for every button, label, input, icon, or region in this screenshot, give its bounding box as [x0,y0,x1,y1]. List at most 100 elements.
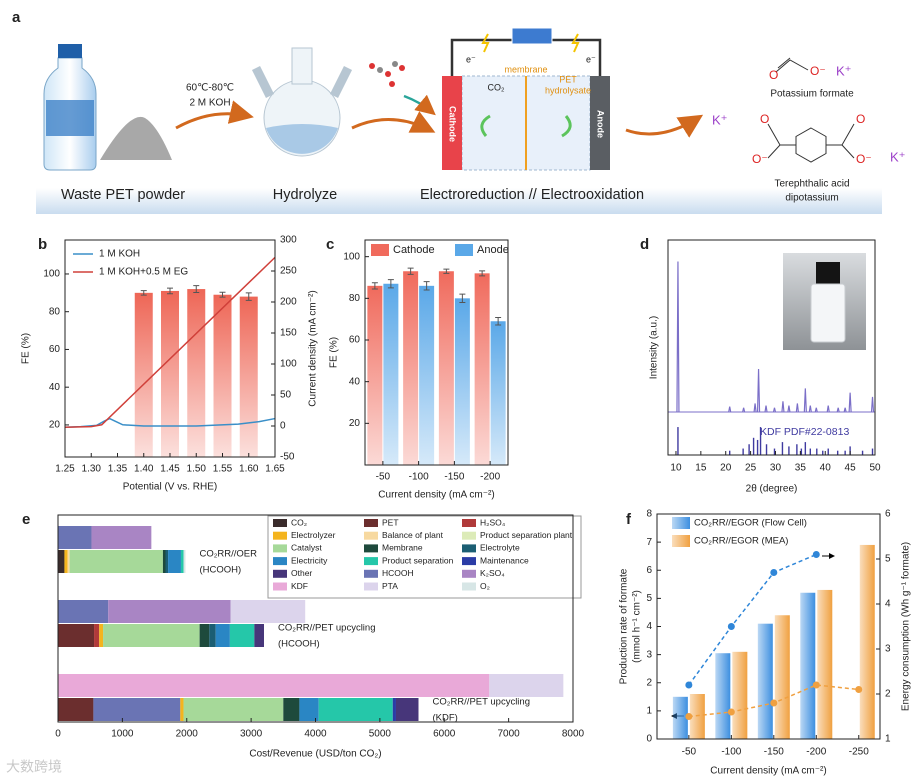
x-tick-label: -200 [480,472,500,483]
arrow [175,100,254,130]
group-label: CO₂RR//PET upcycling [433,697,531,708]
legend-swatch [364,569,378,578]
flask-neck [291,47,313,85]
error-bar [407,267,414,275]
bar-segment [67,550,70,573]
x-tick-label: -250 [849,747,869,758]
error-bar [423,281,430,291]
x-tick-label: 5000 [369,729,392,740]
bar-segment [229,624,255,647]
legend-label: HCOOH [382,568,414,578]
bar [757,623,773,739]
legend-label: CO₂RR//EGOR (MEA) [694,536,788,547]
solar-panel [511,27,553,45]
legend-label: Membrane [382,543,423,553]
x-tick-label: -50 [682,747,697,758]
bar-segment [183,550,186,573]
bar [367,285,383,465]
caption: Hydrolyze [273,187,337,203]
product-label: Potassium formate [770,89,854,100]
bar-segment [283,698,300,721]
peak [848,392,852,413]
legend-box [267,515,582,599]
peak [753,403,757,413]
x-tick-label: 1.25 [55,464,75,475]
legend-label: Electrolyte [480,543,520,553]
legend-swatch [455,244,473,256]
bar-segment [58,550,65,573]
x-tick-label: 8000 [562,729,585,740]
x-tick-label: 40 [820,463,832,474]
x-axis-label: 2θ (degree) [746,484,798,495]
legend-swatch [364,582,378,591]
legend-label: Electricity [291,555,328,565]
y-tick-label: 1 [646,706,652,717]
electron: e⁻ [466,54,476,64]
y-tick-label: 20 [49,420,61,431]
group-label: CO₂RR//PET upcycling [278,623,376,634]
y-tick-label: 100 [43,269,60,280]
x-tick-label: -200 [806,747,826,758]
legend-label: H₂SO₄ [480,517,506,527]
y-tick-label: 2 [646,677,652,688]
peak [787,405,791,413]
peak [826,405,830,413]
y-tick-label: 0 [280,421,286,432]
x-tick-label: 1.35 [108,464,128,475]
bar-segment [395,698,419,721]
base-band [36,188,882,214]
legend-label: Catalyst [291,543,322,553]
bar-segment [58,526,92,549]
marker [770,699,778,707]
y-tick-label: 150 [280,328,297,339]
anode-label: Anode [596,110,606,138]
error-bar [245,292,252,301]
legend-swatch [672,517,690,529]
group-label: (HCOOH) [278,639,320,650]
y-tick-label: 50 [280,390,292,401]
y-tick-label: 1 [885,734,891,745]
marker [812,551,820,558]
lightning [481,33,490,53]
x-tick-label: 1.45 [160,464,180,475]
legend-swatch [364,519,378,527]
bar-segment [209,624,216,647]
bar-segment [69,550,163,573]
bar [419,285,435,465]
y-axis-label: FE (%) [21,333,32,364]
peak [836,407,840,413]
cathode-label: Cathode [448,106,458,142]
bar [161,290,179,457]
error-bar [219,291,226,298]
bar-segment [58,674,490,697]
caption: Electroreduction // Electrooxidation [420,187,644,203]
legend-label: Product separation plant [480,530,573,540]
y-tick-label: 80 [49,306,61,317]
atom: O⁻ [856,152,872,166]
bar [859,544,875,739]
y-tick-label: 6 [646,565,652,576]
y-tick-label: 0 [646,734,652,745]
anode [590,76,610,170]
peak [814,407,818,413]
co2-label: CO₂ [488,82,506,92]
formate-bonds [775,57,809,73]
potassium: K⁺ [890,149,906,164]
legend-label: 1 M KOH+0.5 M EG [99,267,188,278]
vial-cap [816,262,840,284]
bar-segment [215,624,230,647]
x-tick-label: -100 [409,472,429,483]
group-label: (HCOOH) [199,565,241,576]
condition: 2 M KOH [189,98,230,109]
legend-swatch [462,582,476,591]
y2-axis-label: Current density (mA cm⁻²) [308,290,319,406]
bar-segment [99,624,104,647]
legend-swatch [273,557,287,566]
bar [213,294,232,457]
atom: O [760,112,769,126]
bar [438,271,454,465]
peak [795,403,799,413]
legend-label: Anode [477,244,509,256]
peak [808,405,812,413]
y-tick-label: 4 [885,599,891,610]
